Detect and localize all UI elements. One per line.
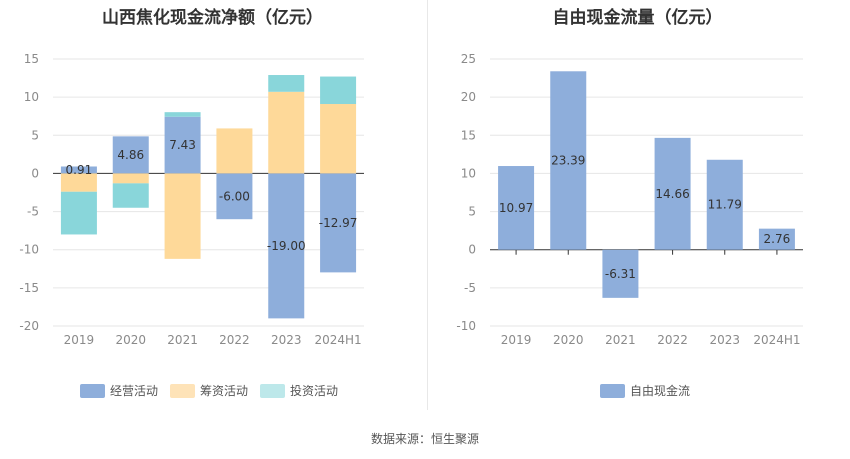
legend-label-free-cash-flow: 自由现金流 (630, 384, 691, 398)
x-tick-label: 2019 (501, 333, 532, 347)
bar-investing (112, 183, 149, 208)
legend-label-operating: 经营活动 (110, 384, 159, 398)
bar-free-cash-flow (550, 71, 587, 250)
bar-operating (112, 136, 149, 174)
bar-operating (268, 173, 305, 319)
bar-operating (320, 173, 357, 273)
bar-free-cash-flow (498, 166, 535, 250)
y-tick-label: 5 (468, 205, 476, 219)
bar-investing (268, 75, 305, 92)
legend-swatch-operating (80, 383, 105, 398)
x-tick-label: 2019 (64, 333, 95, 347)
bar-operating (60, 166, 97, 174)
y-tick-label: 25 (461, 52, 476, 66)
x-tick-label: 2021 (605, 333, 636, 347)
legend-item-investing[interactable]: 投资活动 (260, 382, 338, 399)
y-tick-label: 5 (31, 128, 39, 142)
y-tick-label: -10 (19, 243, 39, 257)
bar-financing (60, 173, 97, 192)
legend-swatch-investing (260, 383, 286, 398)
right-chart-title: 自由现金流量（亿元） (552, 8, 723, 28)
cash-flow-stacked-bar-chart: 15 10 5 0 -5 -10 -15 -20 2019 2020 2021 2022 2023 202… (19, 52, 364, 347)
y-tick-label: -15 (19, 281, 39, 295)
x-tick-label: 2021 (167, 333, 198, 347)
y-tick-label: 0 (468, 243, 476, 257)
bar-financing (164, 173, 201, 259)
legend-swatch-financing (170, 383, 196, 398)
data-label: 14.66 (655, 187, 689, 201)
data-label: 0.91 (66, 163, 93, 177)
legend-item-operating[interactable]: 经营活动 (80, 382, 158, 399)
bar-financing (268, 91, 305, 174)
y-tick-label: 20 (461, 90, 476, 104)
x-tick-label: 2020 (115, 333, 146, 347)
data-label: 11.79 (708, 198, 742, 212)
bar-operating (164, 116, 201, 174)
x-tick-label: 2022 (219, 333, 250, 347)
legend-item-free-cash-flow[interactable]: 自由现金流 (600, 382, 690, 399)
data-label: 7.43 (169, 138, 196, 152)
bar-free-cash-flow (602, 249, 639, 298)
data-label: -19.00 (267, 239, 306, 253)
data-label: -6.00 (219, 189, 250, 203)
y-tick-label: -20 (19, 319, 39, 333)
left-chart-title: 山西焦化现金流净额（亿元） (102, 8, 323, 28)
x-tick-label: 2023 (271, 333, 302, 347)
free-cash-flow-bar-chart: 25 20 15 10 5 0 -5 -10 2019 2020 2021 2022 2023 2024H… (456, 52, 803, 347)
y-tick-label: 15 (24, 52, 39, 66)
bar-financing (112, 173, 149, 184)
panel-divider (427, 0, 428, 410)
data-label: 10.97 (499, 201, 533, 215)
legend-label-investing: 投资活动 (290, 384, 339, 398)
right-legend: 自由现金流 (600, 382, 690, 399)
data-label: 4.86 (117, 148, 144, 162)
legend-label-financing: 筹资活动 (200, 384, 249, 398)
x-tick-label: 2024H1 (314, 333, 361, 347)
data-label: -6.31 (605, 267, 636, 281)
data-label: 23.39 (551, 153, 585, 167)
x-tick-label: 2023 (709, 333, 740, 347)
left-legend: 经营活动 筹资活动 投资活动 (80, 382, 338, 399)
y-tick-label: 10 (24, 90, 39, 104)
legend-item-financing[interactable]: 筹资活动 (170, 382, 248, 399)
data-source-footer: 数据来源：恒生聚源 (370, 432, 479, 446)
bar-free-cash-flow (706, 159, 743, 250)
data-label: 2.76 (764, 232, 791, 246)
x-tick-label: 2024H1 (753, 333, 800, 347)
y-tick-label: -10 (456, 319, 476, 333)
bar-investing (60, 191, 97, 235)
bar-investing (164, 112, 201, 117)
y-tick-label: -5 (464, 281, 476, 295)
y-tick-label: -5 (27, 205, 39, 219)
bar-financing (216, 128, 253, 174)
y-tick-label: 0 (31, 166, 39, 180)
x-tick-label: 2022 (657, 333, 688, 347)
legend-swatch-free-cash-flow (600, 383, 625, 398)
bar-free-cash-flow (758, 228, 795, 250)
bar-financing (320, 104, 357, 174)
y-tick-label: 10 (461, 166, 476, 180)
bar-investing (320, 76, 357, 105)
x-tick-label: 2020 (553, 333, 584, 347)
data-label: -12.97 (319, 216, 358, 230)
y-tick-label: 15 (461, 128, 476, 142)
bar-free-cash-flow (654, 137, 691, 250)
bar-operating (216, 173, 253, 220)
